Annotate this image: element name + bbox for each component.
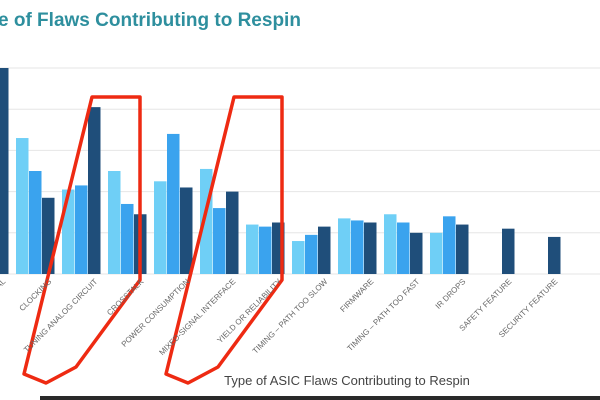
bar-3-timing-path-too-slow bbox=[318, 226, 331, 274]
bar-1-tuning-analog-circuit bbox=[62, 189, 75, 274]
highlight-mixed-signal-interface bbox=[164, 95, 284, 385]
highlight-annotations bbox=[22, 95, 284, 385]
bar-1-timing-path-too-slow bbox=[292, 241, 305, 274]
bar-3-firmware bbox=[364, 222, 377, 274]
bar-3-tuning-analog-circuit bbox=[88, 107, 101, 274]
bar-2-firmware bbox=[351, 220, 364, 274]
bar-1-timing-path-too-fast bbox=[384, 214, 397, 274]
bar-3-timing-path-too-fast bbox=[410, 232, 423, 274]
bar-3-tional bbox=[0, 68, 9, 274]
bar-2-tuning-analog-circuit bbox=[75, 185, 88, 274]
bar-2-mixed-signal-interface bbox=[213, 208, 226, 274]
bar-1-firmware bbox=[338, 218, 351, 274]
bar-1-ir-drops bbox=[430, 232, 443, 274]
x-tick-label: TIONAL bbox=[0, 277, 8, 304]
x-axis-label: Type of ASIC Flaws Contributing to Respi… bbox=[224, 373, 470, 388]
bar-1-clocking bbox=[16, 138, 29, 274]
bar-2-crosstalk bbox=[121, 203, 134, 274]
bar-2-clocking bbox=[29, 171, 42, 274]
x-tick-label: CLOCKING bbox=[17, 277, 53, 313]
bar-3-safety-feature bbox=[502, 228, 515, 274]
x-tick-label: FIRMWARE bbox=[338, 277, 375, 314]
bar-3-power-consumption bbox=[180, 187, 193, 274]
bar-1-crosstalk bbox=[108, 171, 121, 274]
bottom-strip bbox=[40, 396, 600, 400]
x-tick-label: CROSSTALK bbox=[105, 277, 146, 318]
bar-2-timing-path-too-slow bbox=[305, 234, 318, 274]
bar-2-yield-or-reliability bbox=[259, 226, 272, 274]
x-tick-label: TIMING – PATH TOO SLOW bbox=[251, 277, 330, 356]
bar-1-yield-or-reliability bbox=[246, 224, 259, 274]
x-tick-label: IR DROPS bbox=[434, 277, 468, 311]
bar-2-power-consumption bbox=[167, 133, 180, 274]
highlight-tuning-analog-circuit bbox=[22, 95, 142, 385]
x-tick-label: TUNING ANALOG CIRCUIT bbox=[22, 277, 99, 354]
chart-title: e of Flaws Contributing to Respin bbox=[0, 10, 301, 31]
bar-2-ir-drops bbox=[443, 216, 456, 274]
x-tick-label: MIXED-SIGNAL INTERFACE bbox=[157, 277, 237, 357]
bar-3-security-feature bbox=[548, 236, 561, 274]
bar-3-clocking bbox=[42, 197, 55, 274]
bar-3-mixed-signal-interface bbox=[226, 191, 239, 274]
bar-1-power-consumption bbox=[154, 181, 167, 274]
bar-3-ir-drops bbox=[456, 224, 469, 274]
bar-2-timing-path-too-fast bbox=[397, 222, 410, 274]
